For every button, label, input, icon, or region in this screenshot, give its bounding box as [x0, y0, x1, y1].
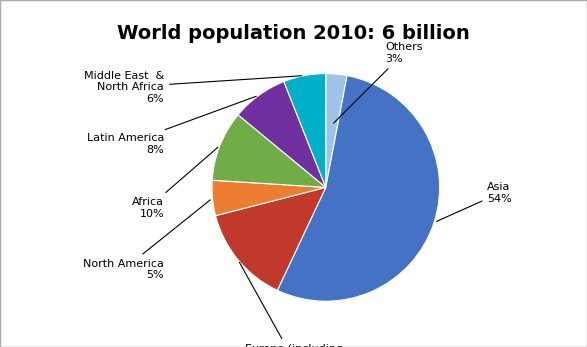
Text: Middle East  &
North Africa
6%: Middle East & North Africa 6% — [84, 71, 302, 104]
Text: Europe (including
Russia)
14%: Europe (including Russia) 14% — [239, 262, 343, 347]
Wedge shape — [238, 82, 326, 187]
Text: Asia
54%: Asia 54% — [437, 182, 512, 221]
Wedge shape — [284, 74, 326, 187]
Text: Africa
10%: Africa 10% — [132, 147, 218, 219]
Wedge shape — [277, 76, 440, 301]
Wedge shape — [212, 180, 326, 216]
Wedge shape — [326, 74, 347, 187]
Wedge shape — [215, 187, 326, 290]
Wedge shape — [212, 115, 326, 187]
Text: North America
5%: North America 5% — [83, 200, 210, 280]
Text: Latin America
8%: Latin America 8% — [87, 96, 257, 155]
Text: World population 2010: 6 billion: World population 2010: 6 billion — [117, 24, 470, 43]
Text: Others
3%: Others 3% — [333, 42, 423, 123]
